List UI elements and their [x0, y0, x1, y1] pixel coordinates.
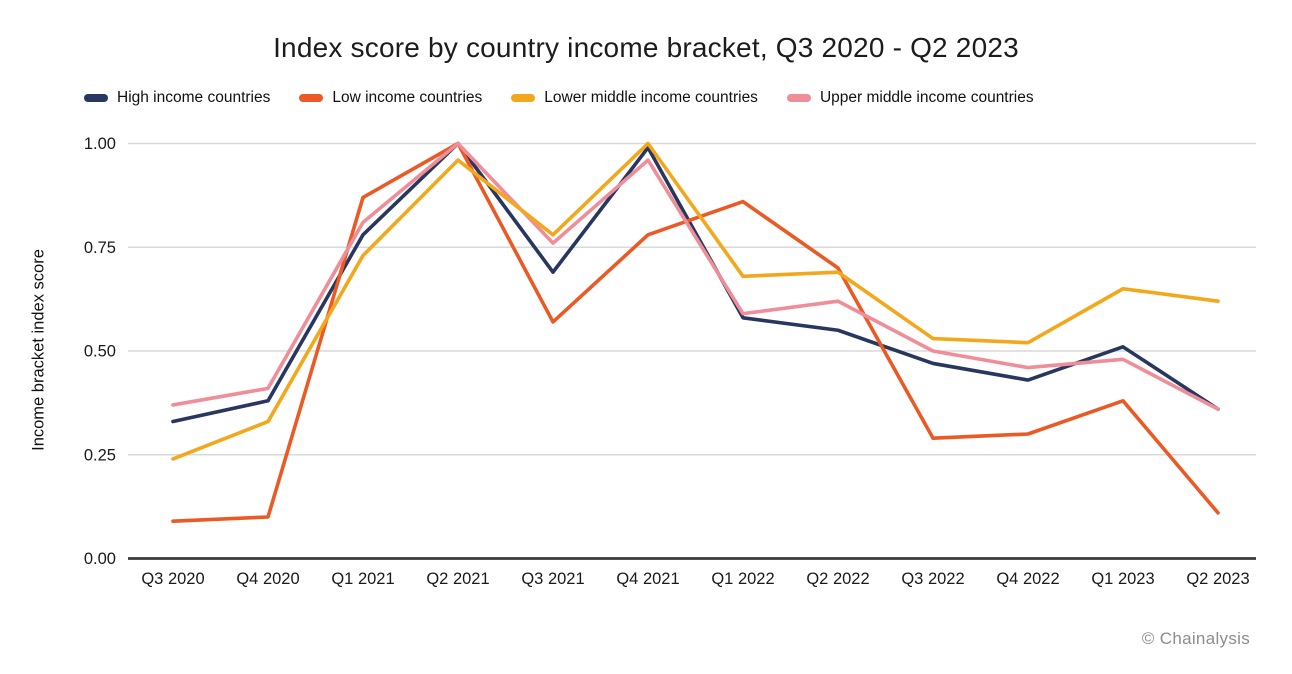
- legend-item-lower-middle-income-countries: Lower middle income countries: [511, 89, 758, 107]
- legend-label: Lower middle income countries: [544, 89, 758, 106]
- x-tick-label: Q2 2022: [806, 570, 869, 588]
- chart-title: Index score by country income bracket, Q…: [273, 32, 1019, 63]
- x-tick-label: Q4 2020: [236, 570, 299, 588]
- y-tick-label: 0.00: [84, 550, 116, 568]
- legend-label: Low income countries: [332, 89, 483, 106]
- x-tick-label: Q3 2020: [141, 570, 204, 588]
- y-tick-label: 0.75: [84, 239, 116, 257]
- x-tick-label: Q1 2021: [331, 570, 394, 588]
- x-tick-label: Q1 2023: [1091, 570, 1154, 588]
- y-tick-label: 1.00: [84, 135, 116, 153]
- series-line-high-income-countries: [171, 141, 1220, 424]
- legend-item-high-income-countries: High income countries: [84, 89, 270, 107]
- x-tick-label: Q2 2021: [426, 570, 489, 588]
- legend-swatch-icon: [84, 94, 108, 102]
- x-tick-label: Q3 2021: [521, 570, 584, 588]
- x-tick-label: Q4 2022: [996, 570, 1059, 588]
- x-tick-label: Q1 2022: [711, 570, 774, 588]
- legend-label: High income countries: [117, 89, 271, 106]
- legend: High income countries Low income countrie…: [84, 89, 1034, 107]
- x-tick-label: Q2 2023: [1186, 570, 1249, 588]
- series-line-upper-middle-income-countries: [171, 141, 1220, 411]
- legend-swatch-icon: [511, 94, 536, 102]
- series-line-low-income-countries: [171, 141, 1220, 523]
- legend-swatch-icon: [299, 94, 324, 102]
- x-tick-label: Q3 2022: [901, 570, 964, 588]
- legend-swatch-icon: [786, 94, 811, 102]
- legend-item-low-income-countries: Low income countries: [299, 89, 482, 107]
- chainalysis-credit: © Chainalysis: [1141, 629, 1250, 648]
- x-tick-label: Q4 2021: [616, 570, 679, 588]
- series-line-lower-middle-income-countries: [171, 141, 1220, 461]
- legend-item-upper-middle-income-countries: Upper middle income countries: [786, 89, 1034, 107]
- y-tick-label: 0.25: [84, 446, 116, 464]
- y-tick-label: 0.50: [84, 343, 116, 361]
- legend-label: Upper middle income countries: [819, 89, 1034, 106]
